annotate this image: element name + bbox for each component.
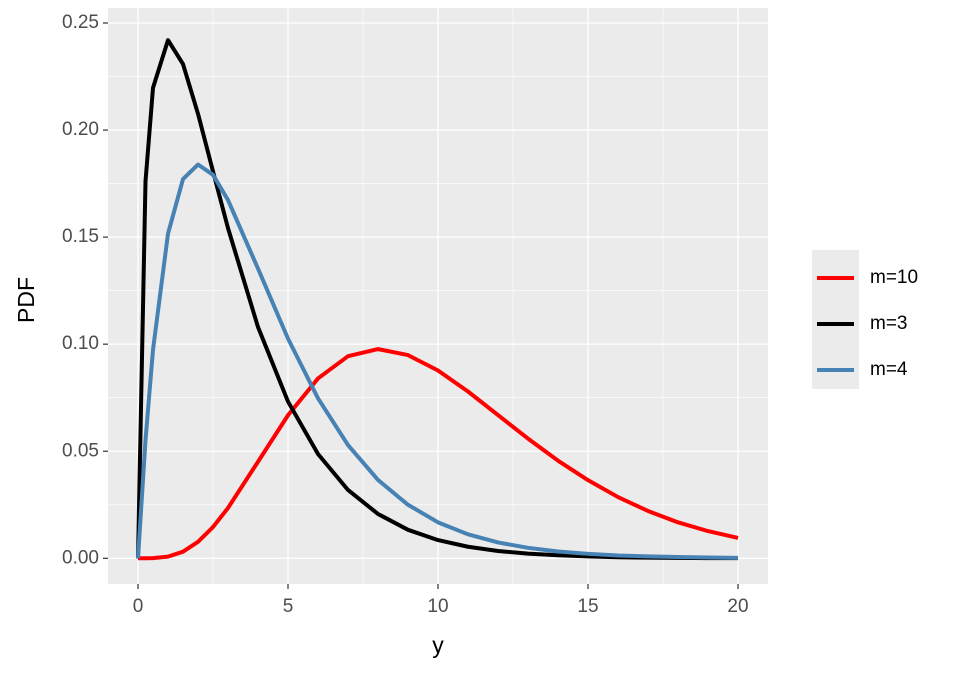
legend-label: m=10 xyxy=(870,267,918,288)
y-tick-label: 0.00 xyxy=(62,547,99,568)
line-series xyxy=(136,162,739,560)
y-tick-label: 0.15 xyxy=(62,226,99,247)
y-axis-label: PDF xyxy=(13,277,39,323)
x-tick-label: 15 xyxy=(577,596,598,617)
legend-label: m=4 xyxy=(870,359,908,380)
x-tick-label: 20 xyxy=(727,596,748,617)
x-tick-label: 0 xyxy=(133,596,144,617)
x-tick-label: 5 xyxy=(283,596,294,617)
y-tick-label: 0.05 xyxy=(62,440,99,461)
line-series xyxy=(138,347,739,561)
y-tick-label: 0.10 xyxy=(62,333,99,354)
legend-label: m=3 xyxy=(870,313,908,334)
x-axis-label: y xyxy=(432,632,444,658)
legend-key-background xyxy=(812,250,859,389)
y-tick-label: 0.20 xyxy=(62,119,99,140)
y-tick-label: 0.25 xyxy=(62,12,99,33)
x-tick-label: 10 xyxy=(427,596,448,617)
